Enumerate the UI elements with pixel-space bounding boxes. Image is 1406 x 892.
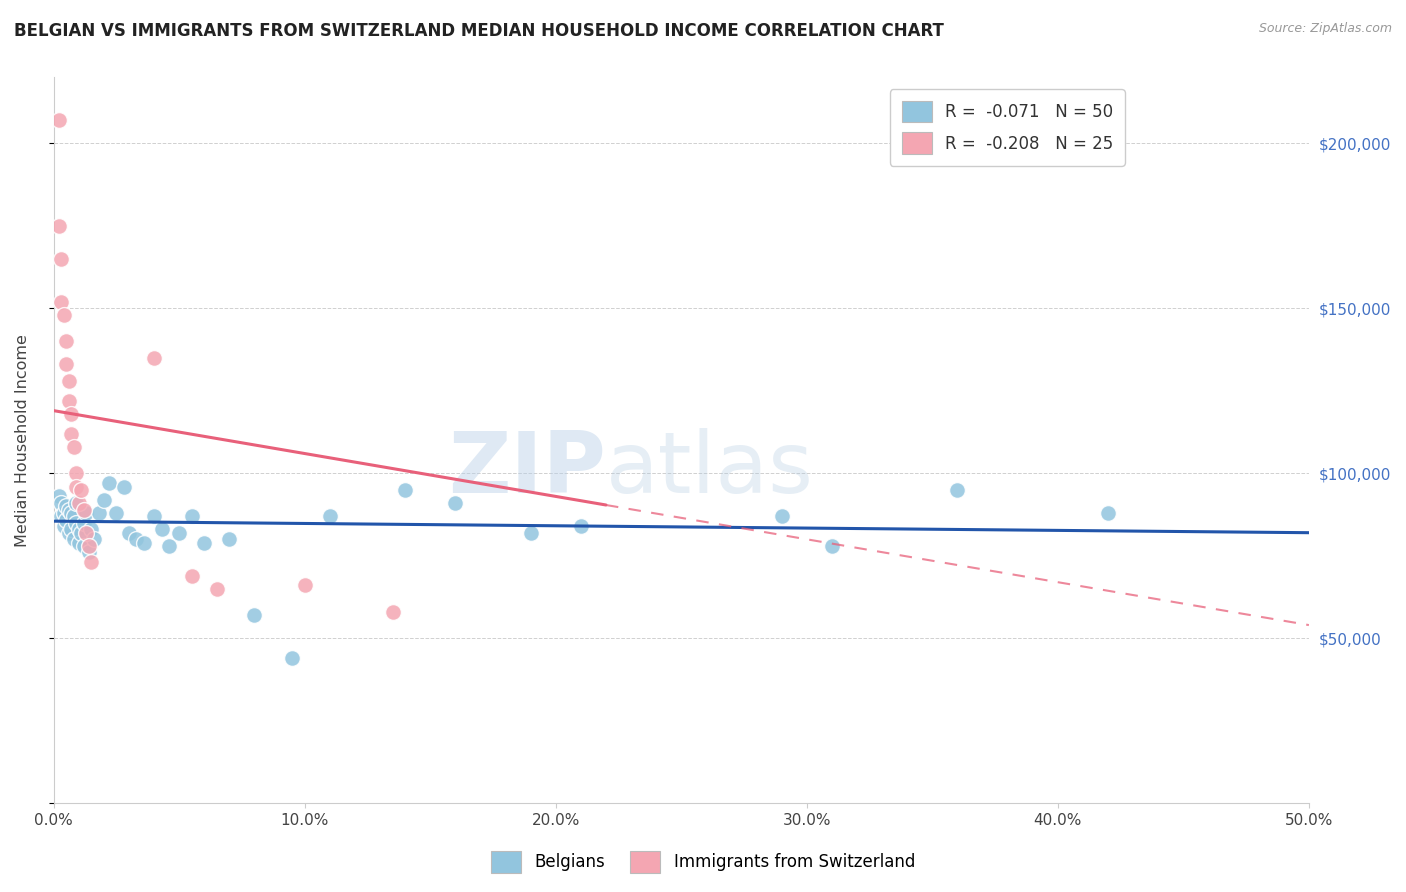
Point	[946, 483, 969, 497]
Legend: R =  -0.071   N = 50, R =  -0.208   N = 25: R = -0.071 N = 50, R = -0.208 N = 25	[890, 89, 1125, 166]
Point	[58, 525, 80, 540]
Point	[180, 509, 202, 524]
Point	[55, 500, 77, 514]
Point	[70, 525, 93, 540]
Point	[180, 568, 202, 582]
Y-axis label: Median Household Income: Median Household Income	[15, 334, 30, 547]
Text: Source: ZipAtlas.com: Source: ZipAtlas.com	[1258, 22, 1392, 36]
Point	[58, 502, 80, 516]
Point	[67, 522, 90, 536]
Point	[112, 479, 135, 493]
Point	[770, 509, 793, 524]
Point	[58, 374, 80, 388]
Point	[65, 516, 87, 530]
Point	[281, 651, 304, 665]
Point	[55, 358, 77, 372]
Point	[1097, 506, 1119, 520]
Point	[75, 525, 97, 540]
Text: ZIP: ZIP	[449, 428, 606, 511]
Point	[73, 502, 96, 516]
Point	[48, 219, 70, 233]
Point	[67, 535, 90, 549]
Point	[65, 467, 87, 481]
Point	[193, 535, 215, 549]
Point	[65, 479, 87, 493]
Point	[118, 525, 141, 540]
Point	[62, 509, 84, 524]
Point	[62, 440, 84, 454]
Point	[157, 539, 180, 553]
Point	[58, 393, 80, 408]
Point	[49, 496, 72, 510]
Point	[105, 506, 128, 520]
Point	[132, 535, 155, 549]
Point	[80, 522, 103, 536]
Point	[52, 519, 75, 533]
Point	[49, 294, 72, 309]
Point	[60, 522, 83, 536]
Point	[218, 533, 240, 547]
Point	[60, 407, 83, 421]
Point	[77, 539, 100, 553]
Point	[167, 525, 190, 540]
Point	[52, 308, 75, 322]
Legend: Belgians, Immigrants from Switzerland: Belgians, Immigrants from Switzerland	[485, 845, 921, 880]
Point	[381, 605, 404, 619]
Point	[444, 496, 467, 510]
Point	[319, 509, 342, 524]
Point	[143, 509, 166, 524]
Point	[65, 496, 87, 510]
Point	[569, 519, 592, 533]
Point	[60, 506, 83, 520]
Point	[48, 490, 70, 504]
Point	[67, 496, 90, 510]
Point	[70, 483, 93, 497]
Point	[49, 252, 72, 266]
Point	[87, 506, 110, 520]
Point	[73, 516, 96, 530]
Point	[52, 506, 75, 520]
Point	[205, 582, 228, 596]
Point	[75, 506, 97, 520]
Point	[62, 533, 84, 547]
Point	[125, 533, 148, 547]
Point	[97, 476, 120, 491]
Text: BELGIAN VS IMMIGRANTS FROM SWITZERLAND MEDIAN HOUSEHOLD INCOME CORRELATION CHART: BELGIAN VS IMMIGRANTS FROM SWITZERLAND M…	[14, 22, 943, 40]
Point	[48, 113, 70, 128]
Point	[73, 539, 96, 553]
Point	[60, 426, 83, 441]
Text: atlas: atlas	[606, 428, 814, 511]
Point	[519, 525, 541, 540]
Point	[243, 608, 266, 623]
Point	[77, 545, 100, 559]
Point	[394, 483, 416, 497]
Point	[49, 509, 72, 524]
Point	[821, 539, 844, 553]
Point	[143, 351, 166, 365]
Point	[55, 334, 77, 349]
Point	[150, 522, 173, 536]
Point	[294, 578, 316, 592]
Point	[93, 492, 115, 507]
Point	[80, 555, 103, 569]
Point	[83, 533, 105, 547]
Point	[55, 512, 77, 526]
